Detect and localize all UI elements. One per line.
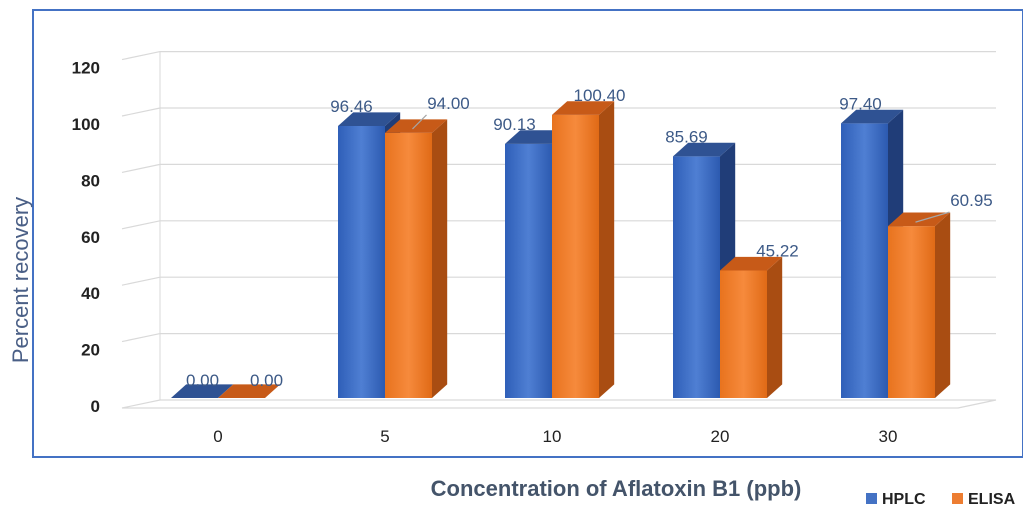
data-labels: 0.00 0.00 96.46 94.00 90.13 100.40 85.69 45.22 9… <box>186 86 993 390</box>
y-tick-label: 80 <box>81 171 100 190</box>
legend-swatch-elisa <box>952 493 963 504</box>
data-label-elisa-10: 100.40 <box>574 86 626 105</box>
data-label-elisa-20: 45.22 <box>756 241 799 260</box>
x-tick-label: 0 <box>213 427 222 446</box>
y-tick-labels: 0 20 40 60 80 100 120 <box>72 59 100 416</box>
x-tick-label: 30 <box>879 427 898 446</box>
plot-border <box>32 9 1023 458</box>
data-label-elisa-0: 0.00 <box>250 371 283 390</box>
bar-elisa-0 <box>218 384 281 398</box>
bar-hplc-10-top <box>505 130 568 144</box>
bar-hplc-10 <box>505 143 552 398</box>
y-tick-label: 120 <box>72 59 100 78</box>
legend-swatch-hplc <box>866 493 877 504</box>
y-tick-label: 100 <box>72 115 100 134</box>
legend-label-elisa: ELISA <box>968 491 1016 508</box>
x-tick-label: 20 <box>711 427 730 446</box>
legend-label-hplc: HPLC <box>882 491 926 508</box>
data-label-hplc-5: 96.46 <box>330 97 373 116</box>
y-tick-label: 40 <box>81 284 100 303</box>
bar-elisa-30 <box>888 226 935 398</box>
x-tick-label: 10 <box>543 427 562 446</box>
bar-hplc-0 <box>171 384 234 398</box>
y-tick-label: 60 <box>81 228 100 247</box>
bar-elisa-20 <box>720 270 767 398</box>
bar-hplc-5-top <box>338 112 401 126</box>
bar-elisa-10-side <box>599 101 615 398</box>
x-tick-labels: 0 5 10 20 30 <box>213 427 897 446</box>
legend: HPLC ELISA <box>866 491 1016 508</box>
bars <box>171 101 951 399</box>
data-label-hplc-20: 85.69 <box>665 127 708 146</box>
data-label-hplc-10: 90.13 <box>493 115 536 134</box>
bar-elisa-30-side <box>935 212 951 398</box>
bar-elisa-10-top <box>552 101 615 115</box>
bar-elisa-5-side <box>432 119 448 398</box>
bar-elisa-20-top <box>720 256 783 271</box>
bar-elisa-20-side <box>767 256 783 398</box>
y-tick-label: 20 <box>81 341 100 360</box>
bar-hplc-30 <box>841 123 888 398</box>
bar-hplc-20-top <box>673 142 736 157</box>
gridline <box>121 50 996 61</box>
bar-elisa-5 <box>385 132 432 399</box>
x-axis-label: Concentration of Aflatoxin B1 (ppb) <box>431 476 802 501</box>
data-label-elisa-30: 60.95 <box>950 191 993 210</box>
bar-hplc-20 <box>673 156 720 398</box>
bar-hplc-5 <box>338 125 385 399</box>
bar-elisa-10 <box>552 114 599 398</box>
data-label-hplc-30: 97.40 <box>839 94 882 113</box>
leader-line-elisa-5 <box>412 114 427 130</box>
gridlines <box>121 50 997 409</box>
data-label-hplc-0: 0.00 <box>186 371 219 390</box>
data-label-elisa-5: 94.00 <box>427 94 470 113</box>
y-axis-label: Percent recovery <box>8 197 33 363</box>
chart-floor <box>121 399 997 409</box>
bar-hplc-30-top <box>841 109 904 124</box>
y-tick-label: 0 <box>91 397 100 416</box>
x-tick-label: 5 <box>380 427 389 446</box>
leader-line-elisa-30 <box>915 211 950 223</box>
